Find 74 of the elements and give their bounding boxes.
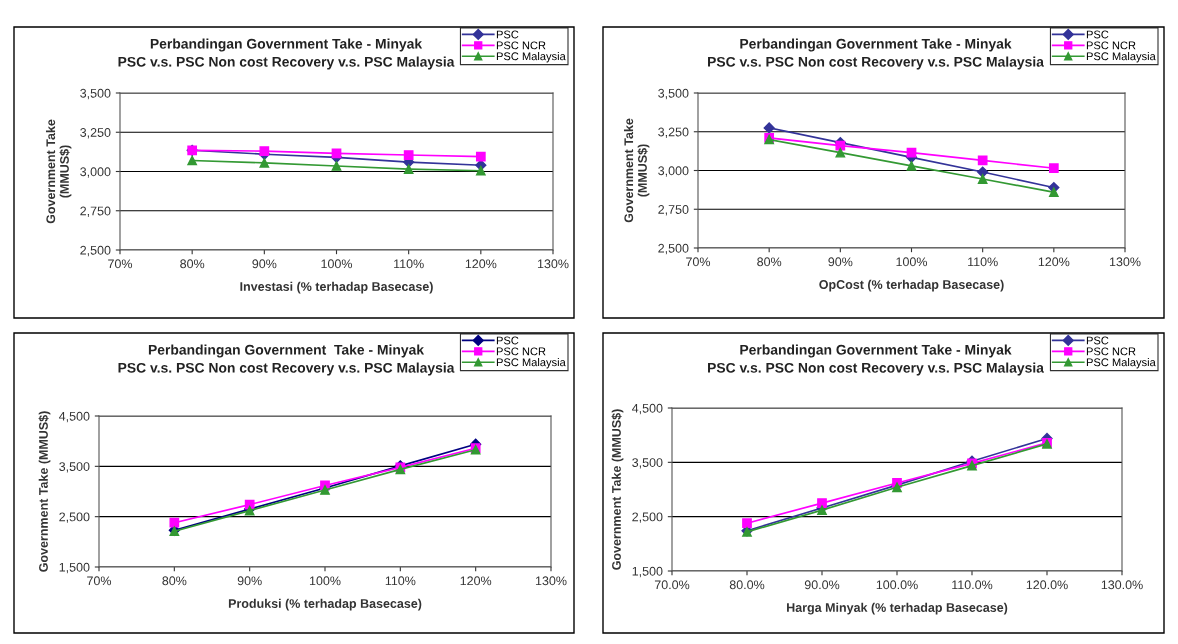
legend-label: PSC Malaysia <box>496 52 566 63</box>
x-tick-label: 110% <box>394 259 424 269</box>
y-tick-label: 2,500 <box>80 245 111 257</box>
legend-label: PSC <box>1086 30 1109 39</box>
legend-label: PSC <box>496 336 519 345</box>
x-tick-label: 70% <box>686 257 711 267</box>
chart-subtitle: PSC v.s. PSC Non cost Recovery v.s. PSC Malaysia <box>708 362 1045 376</box>
y-axis-title: Government Take (MMUS$) <box>611 409 624 570</box>
x-tick-label: 130% <box>535 576 567 586</box>
x-tick-label: 80% <box>757 257 782 267</box>
legend-label: PSC <box>496 30 519 39</box>
x-tick-label: 120% <box>460 576 492 586</box>
x-tick-label: 100.0% <box>876 580 918 590</box>
chart-subtitle: PSC v.s. PSC Non cost Recovery v.s. PSC Malaysia <box>118 56 455 70</box>
y-tick-label: 2,750 <box>658 205 689 216</box>
x-tick-label: 80.0% <box>729 580 765 590</box>
y-tick-label: 3,250 <box>80 128 111 139</box>
legend-label: PSC Malaysia <box>1086 52 1156 63</box>
chart-subtitle: PSC v.s. PSC Non cost Recovery v.s. PSC Malaysia <box>118 362 455 376</box>
x-tick-label: 90% <box>252 259 277 269</box>
y-tick-label: 3,000 <box>80 167 111 178</box>
y-tick-label: 3,250 <box>658 127 689 138</box>
x-tick-label: 70.0% <box>654 580 690 590</box>
y-tick-label: 1,500 <box>632 566 663 578</box>
y-tick-label: 2,500 <box>59 512 90 523</box>
x-tick-label: 120.0% <box>1026 580 1068 590</box>
y-tick-label: 4,500 <box>631 403 663 415</box>
legend-label: PSC NCR <box>496 41 546 50</box>
y-tick-label: 3,500 <box>632 458 663 469</box>
x-tick-label: 90% <box>828 257 853 267</box>
x-tick-label: 70% <box>87 576 112 586</box>
x-tick-label: 100% <box>309 576 341 586</box>
x-tick-label: 130% <box>537 259 569 269</box>
x-tick-label: 90% <box>237 576 262 586</box>
x-tick-label: 90.0% <box>804 580 840 590</box>
x-tick-label: 100% <box>321 259 353 269</box>
chart-subtitle: PSC v.s. PSC Non cost Recovery v.s. PSC Malaysia <box>708 56 1045 70</box>
x-axis-title: OpCost (% terhadap Basecase) <box>819 279 1004 292</box>
x-tick-label: 110% <box>385 576 416 586</box>
y-axis-title: Government Take (MMUS$) <box>38 411 51 572</box>
y-axis-title: Government Take (MMUS$) <box>45 119 72 224</box>
x-tick-label: 80% <box>180 259 205 269</box>
legend-label: PSC Malaysia <box>496 358 566 369</box>
chart-title: Perbandingan Government Take - Minyak <box>148 344 425 358</box>
legend-label: PSC NCR <box>496 347 546 356</box>
chart-title: Perbandingan Government Take - Minyak <box>740 344 1012 358</box>
x-tick-label: 130% <box>1109 257 1141 267</box>
legend-label: PSC NCR <box>1086 41 1136 50</box>
x-tick-label: 120% <box>1038 257 1070 267</box>
y-tick-label: 3,500 <box>658 88 689 100</box>
x-tick-label: 100% <box>896 257 928 267</box>
y-tick-label: 3,500 <box>59 462 90 473</box>
x-axis-title: Harga Minyak (% terhadap Basecase) <box>787 602 1008 615</box>
y-tick-label: 2,750 <box>80 206 111 217</box>
y-tick-label: 3,500 <box>80 88 111 100</box>
legend-label: PSC Malaysia <box>1086 358 1156 369</box>
x-tick-label: 110.0% <box>952 580 993 590</box>
y-tick-label: 1,500 <box>59 562 90 574</box>
y-axis-title: Government Take (MMUS$) <box>623 118 650 223</box>
y-tick-label: 2,500 <box>658 243 689 255</box>
x-tick-label: 130.0% <box>1101 580 1143 590</box>
y-tick-label: 4,500 <box>58 411 90 423</box>
y-tick-label: 2,500 <box>632 512 663 523</box>
legend-label: PSC NCR <box>1086 347 1136 356</box>
x-axis-title: Investasi (% terhadap Basecase) <box>240 281 433 294</box>
x-tick-label: 120% <box>465 259 497 269</box>
x-tick-label: 70% <box>108 259 133 269</box>
chart-title: Perbandingan Government Take - Minyak <box>150 38 423 52</box>
legend-label: PSC <box>1086 336 1109 345</box>
y-tick-label: 3,000 <box>658 166 689 177</box>
x-axis-title: Produksi (% terhadap Basecase) <box>228 598 422 611</box>
x-tick-label: 110% <box>968 257 998 267</box>
x-tick-label: 80% <box>162 576 187 586</box>
chart-title: Perbandingan Government Take - Minyak <box>740 38 1012 52</box>
